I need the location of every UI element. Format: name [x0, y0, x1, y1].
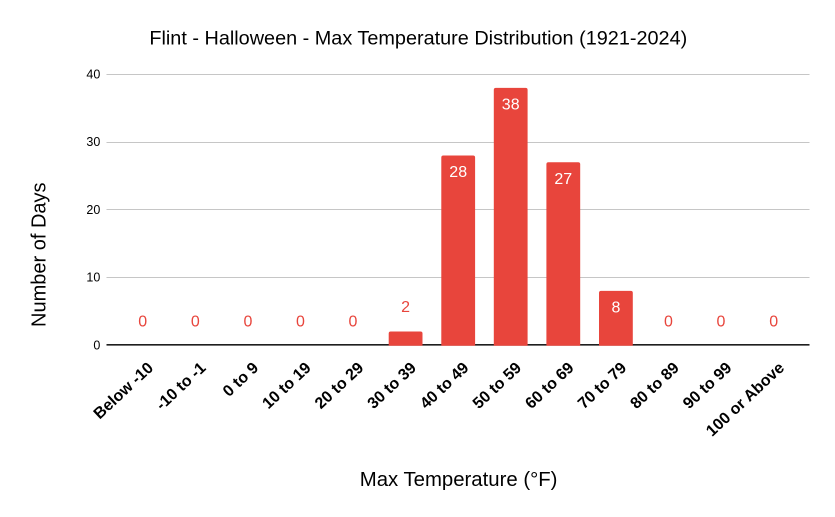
svg-text:Number of Days: Number of Days	[29, 182, 51, 327]
svg-text:0: 0	[296, 313, 305, 330]
svg-text:Max Temperature (°F): Max Temperature (°F)	[360, 469, 558, 491]
svg-text:0: 0	[349, 313, 358, 330]
svg-text:0: 0	[191, 313, 200, 330]
svg-text:0: 0	[93, 338, 100, 352]
svg-text:30: 30	[86, 135, 100, 149]
svg-text:8: 8	[611, 300, 620, 317]
svg-text:0: 0	[717, 313, 726, 330]
svg-text:28: 28	[449, 164, 467, 181]
svg-text:38: 38	[502, 97, 520, 114]
svg-text:0: 0	[138, 313, 147, 330]
svg-text:27: 27	[554, 171, 572, 188]
svg-text:0: 0	[769, 313, 778, 330]
svg-text:0: 0	[664, 313, 673, 330]
svg-text:Flint - Halloween - Max Temper: Flint - Halloween - Max Temperature Dist…	[149, 27, 687, 49]
svg-text:20: 20	[86, 203, 100, 217]
svg-text:0: 0	[243, 313, 252, 330]
svg-text:10: 10	[86, 271, 100, 285]
svg-text:2: 2	[401, 299, 410, 316]
svg-text:40: 40	[86, 67, 100, 81]
